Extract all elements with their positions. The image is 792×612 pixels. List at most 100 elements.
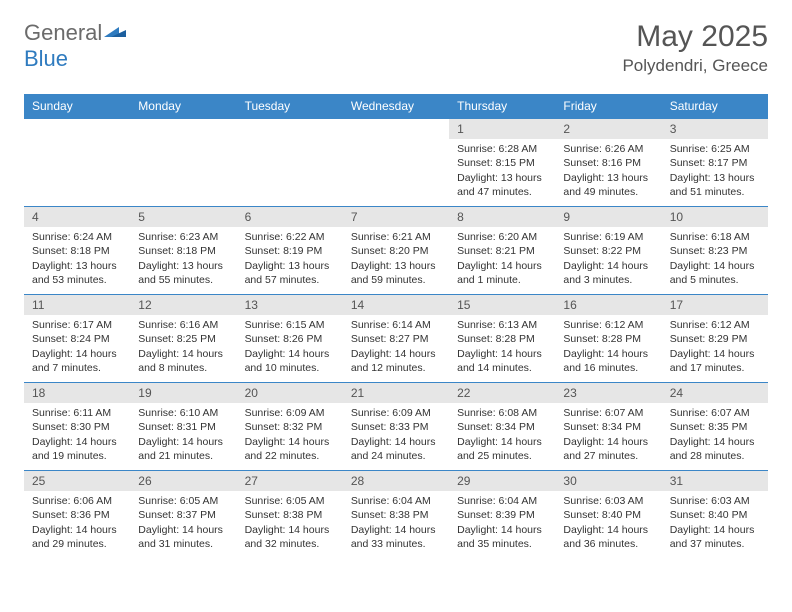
day-number: 26	[130, 471, 236, 491]
sunset-line: Sunset: 8:40 PM	[670, 508, 760, 522]
daylight-line: Daylight: 14 hours and 17 minutes.	[670, 347, 760, 375]
sunrise-line: Sunrise: 6:03 AM	[670, 494, 760, 508]
day-number: 13	[237, 295, 343, 315]
calendar-cell: 4Sunrise: 6:24 AMSunset: 8:18 PMDaylight…	[24, 207, 130, 295]
day-details: Sunrise: 6:03 AMSunset: 8:40 PMDaylight:…	[662, 491, 768, 557]
day-details: Sunrise: 6:17 AMSunset: 8:24 PMDaylight:…	[24, 315, 130, 381]
location-subtitle: Polydendri, Greece	[622, 56, 768, 76]
day-details: Sunrise: 6:20 AMSunset: 8:21 PMDaylight:…	[449, 227, 555, 293]
calendar-cell: 13Sunrise: 6:15 AMSunset: 8:26 PMDayligh…	[237, 295, 343, 383]
calendar-cell: 11Sunrise: 6:17 AMSunset: 8:24 PMDayligh…	[24, 295, 130, 383]
sunrise-line: Sunrise: 6:15 AM	[245, 318, 335, 332]
daylight-line: Daylight: 13 hours and 53 minutes.	[32, 259, 122, 287]
calendar-cell: 7Sunrise: 6:21 AMSunset: 8:20 PMDaylight…	[343, 207, 449, 295]
day-number: 14	[343, 295, 449, 315]
day-number-empty	[237, 119, 343, 139]
sunset-line: Sunset: 8:38 PM	[351, 508, 441, 522]
day-number: 23	[555, 383, 661, 403]
daylight-line: Daylight: 14 hours and 19 minutes.	[32, 435, 122, 463]
sunset-line: Sunset: 8:29 PM	[670, 332, 760, 346]
sunset-line: Sunset: 8:18 PM	[138, 244, 228, 258]
sunrise-line: Sunrise: 6:26 AM	[563, 142, 653, 156]
day-details: Sunrise: 6:08 AMSunset: 8:34 PMDaylight:…	[449, 403, 555, 469]
day-details: Sunrise: 6:10 AMSunset: 8:31 PMDaylight:…	[130, 403, 236, 469]
sunrise-line: Sunrise: 6:10 AM	[138, 406, 228, 420]
daylight-line: Daylight: 14 hours and 32 minutes.	[245, 523, 335, 551]
sunrise-line: Sunrise: 6:06 AM	[32, 494, 122, 508]
day-details: Sunrise: 6:13 AMSunset: 8:28 PMDaylight:…	[449, 315, 555, 381]
sunrise-line: Sunrise: 6:18 AM	[670, 230, 760, 244]
sunset-line: Sunset: 8:17 PM	[670, 156, 760, 170]
day-number: 17	[662, 295, 768, 315]
daylight-line: Daylight: 14 hours and 12 minutes.	[351, 347, 441, 375]
sunset-line: Sunset: 8:36 PM	[32, 508, 122, 522]
day-number: 20	[237, 383, 343, 403]
calendar-cell: 9Sunrise: 6:19 AMSunset: 8:22 PMDaylight…	[555, 207, 661, 295]
sunset-line: Sunset: 8:26 PM	[245, 332, 335, 346]
calendar-cell: 23Sunrise: 6:07 AMSunset: 8:34 PMDayligh…	[555, 383, 661, 471]
day-details: Sunrise: 6:05 AMSunset: 8:38 PMDaylight:…	[237, 491, 343, 557]
calendar-cell: 8Sunrise: 6:20 AMSunset: 8:21 PMDaylight…	[449, 207, 555, 295]
calendar-cell	[130, 119, 236, 207]
calendar-cell: 10Sunrise: 6:18 AMSunset: 8:23 PMDayligh…	[662, 207, 768, 295]
sunset-line: Sunset: 8:27 PM	[351, 332, 441, 346]
day-details: Sunrise: 6:03 AMSunset: 8:40 PMDaylight:…	[555, 491, 661, 557]
daylight-line: Daylight: 14 hours and 7 minutes.	[32, 347, 122, 375]
sunset-line: Sunset: 8:34 PM	[563, 420, 653, 434]
sunrise-line: Sunrise: 6:07 AM	[670, 406, 760, 420]
day-number: 11	[24, 295, 130, 315]
calendar-cell: 17Sunrise: 6:12 AMSunset: 8:29 PMDayligh…	[662, 295, 768, 383]
sunrise-line: Sunrise: 6:20 AM	[457, 230, 547, 244]
sunset-line: Sunset: 8:24 PM	[32, 332, 122, 346]
sunset-line: Sunset: 8:23 PM	[670, 244, 760, 258]
day-number: 2	[555, 119, 661, 139]
daylight-line: Daylight: 14 hours and 21 minutes.	[138, 435, 228, 463]
daylight-line: Daylight: 13 hours and 57 minutes.	[245, 259, 335, 287]
calendar-week-row: 18Sunrise: 6:11 AMSunset: 8:30 PMDayligh…	[24, 383, 768, 471]
sunrise-line: Sunrise: 6:21 AM	[351, 230, 441, 244]
day-details: Sunrise: 6:05 AMSunset: 8:37 PMDaylight:…	[130, 491, 236, 557]
calendar-cell: 27Sunrise: 6:05 AMSunset: 8:38 PMDayligh…	[237, 471, 343, 559]
daylight-line: Daylight: 14 hours and 25 minutes.	[457, 435, 547, 463]
day-number: 10	[662, 207, 768, 227]
sunrise-line: Sunrise: 6:12 AM	[670, 318, 760, 332]
sunset-line: Sunset: 8:34 PM	[457, 420, 547, 434]
day-number: 22	[449, 383, 555, 403]
day-details: Sunrise: 6:12 AMSunset: 8:29 PMDaylight:…	[662, 315, 768, 381]
daylight-line: Daylight: 14 hours and 27 minutes.	[563, 435, 653, 463]
day-details: Sunrise: 6:15 AMSunset: 8:26 PMDaylight:…	[237, 315, 343, 381]
calendar-cell: 24Sunrise: 6:07 AMSunset: 8:35 PMDayligh…	[662, 383, 768, 471]
day-header: Wednesday	[343, 94, 449, 119]
day-details: Sunrise: 6:09 AMSunset: 8:32 PMDaylight:…	[237, 403, 343, 469]
sunrise-line: Sunrise: 6:17 AM	[32, 318, 122, 332]
day-details: Sunrise: 6:07 AMSunset: 8:34 PMDaylight:…	[555, 403, 661, 469]
sunset-line: Sunset: 8:37 PM	[138, 508, 228, 522]
daylight-line: Daylight: 13 hours and 51 minutes.	[670, 171, 760, 199]
logo-text-general: General	[24, 20, 102, 45]
daylight-line: Daylight: 14 hours and 35 minutes.	[457, 523, 547, 551]
logo: GeneralBlue	[24, 20, 126, 72]
day-of-week-header-row: SundayMondayTuesdayWednesdayThursdayFrid…	[24, 94, 768, 119]
calendar-cell: 30Sunrise: 6:03 AMSunset: 8:40 PMDayligh…	[555, 471, 661, 559]
daylight-line: Daylight: 14 hours and 31 minutes.	[138, 523, 228, 551]
sunset-line: Sunset: 8:19 PM	[245, 244, 335, 258]
sunrise-line: Sunrise: 6:08 AM	[457, 406, 547, 420]
day-number: 6	[237, 207, 343, 227]
daylight-line: Daylight: 14 hours and 37 minutes.	[670, 523, 760, 551]
day-number: 19	[130, 383, 236, 403]
sunrise-line: Sunrise: 6:03 AM	[563, 494, 653, 508]
calendar-cell	[343, 119, 449, 207]
calendar-week-row: 25Sunrise: 6:06 AMSunset: 8:36 PMDayligh…	[24, 471, 768, 559]
day-header: Sunday	[24, 94, 130, 119]
sunset-line: Sunset: 8:25 PM	[138, 332, 228, 346]
day-number: 3	[662, 119, 768, 139]
sunrise-line: Sunrise: 6:22 AM	[245, 230, 335, 244]
sunset-line: Sunset: 8:32 PM	[245, 420, 335, 434]
day-number-empty	[343, 119, 449, 139]
calendar-week-row: 11Sunrise: 6:17 AMSunset: 8:24 PMDayligh…	[24, 295, 768, 383]
calendar-cell: 5Sunrise: 6:23 AMSunset: 8:18 PMDaylight…	[130, 207, 236, 295]
sunrise-line: Sunrise: 6:23 AM	[138, 230, 228, 244]
calendar-cell: 15Sunrise: 6:13 AMSunset: 8:28 PMDayligh…	[449, 295, 555, 383]
calendar-cell: 25Sunrise: 6:06 AMSunset: 8:36 PMDayligh…	[24, 471, 130, 559]
daylight-line: Daylight: 14 hours and 29 minutes.	[32, 523, 122, 551]
